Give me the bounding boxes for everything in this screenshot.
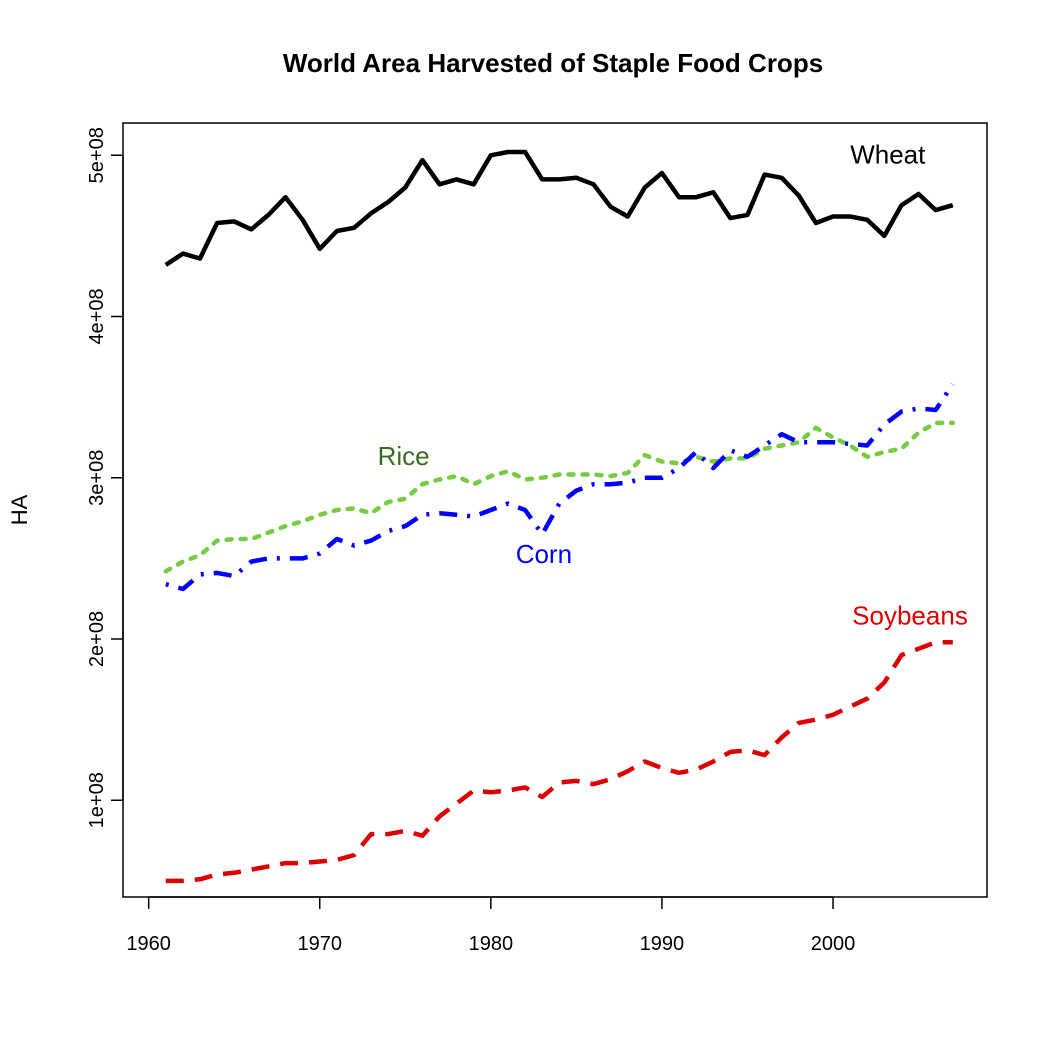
series-labels: Wheat Rice Corn Soybeans xyxy=(378,139,968,630)
x-tick-label: 1980 xyxy=(469,933,514,955)
y-tick-label: 2e+08 xyxy=(86,611,108,667)
y-tick-label: 3e+08 xyxy=(86,450,108,506)
x-axis: 1960 1970 1980 1990 2000 xyxy=(126,896,856,955)
x-tick-label: 1960 xyxy=(126,933,171,955)
x-tick-label: 1970 xyxy=(298,933,343,955)
series-line-corn xyxy=(165,382,955,592)
plot-box xyxy=(122,122,988,898)
series-label-rice: Rice xyxy=(378,441,430,471)
chart-title: World Area Harvested of Staple Food Crop… xyxy=(283,48,823,78)
series-lines xyxy=(163,149,956,884)
series-label-soybeans: Soybeans xyxy=(852,600,968,630)
y-tick-label: 1e+08 xyxy=(86,772,108,828)
x-tick-label: 1990 xyxy=(640,933,685,955)
series-label-corn: Corn xyxy=(516,539,572,569)
y-axis-label: HA xyxy=(7,494,32,525)
y-axis: 1e+08 2e+08 3e+08 4e+08 5e+08 xyxy=(86,127,124,828)
series-line-soybeans xyxy=(165,639,953,884)
series-label-wheat: Wheat xyxy=(850,139,926,169)
y-tick-label: 4e+08 xyxy=(86,288,108,344)
series-line-rice xyxy=(163,420,956,574)
x-tick-label: 2000 xyxy=(811,933,856,955)
series-line-wheat xyxy=(164,149,954,267)
y-tick-label: 5e+08 xyxy=(86,127,108,183)
